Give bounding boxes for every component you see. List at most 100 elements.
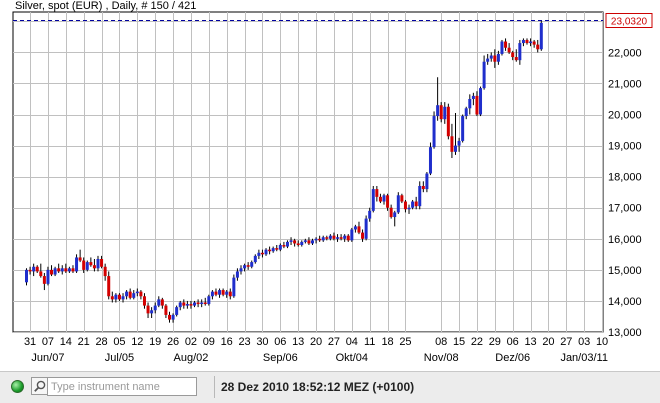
- x-tick-label: 13: [524, 336, 536, 348]
- instrument-search-input[interactable]: [47, 377, 197, 396]
- candle-down: [260, 252, 264, 255]
- status-datetime: 28 Dez 2010 18:52:12 MEZ (+0100): [221, 380, 415, 394]
- candle-up: [529, 41, 533, 44]
- x-tick-label: 19: [149, 336, 161, 348]
- candle-down: [439, 105, 443, 120]
- current-price-tag: [605, 13, 653, 28]
- candle-up: [253, 255, 257, 263]
- candle-up: [464, 108, 468, 117]
- x-tick-label: 02: [185, 336, 197, 348]
- candle-down: [361, 232, 365, 239]
- candle-up: [185, 304, 189, 306]
- candle-down: [196, 302, 200, 305]
- candle-down: [275, 248, 279, 250]
- candle-up: [518, 43, 522, 61]
- candle-down: [400, 195, 404, 202]
- candle-up: [479, 88, 483, 115]
- candle-up: [250, 262, 254, 267]
- candle-up: [482, 61, 486, 89]
- status-divider: [214, 376, 215, 398]
- candle-up: [285, 241, 289, 247]
- candle-up: [418, 185, 422, 207]
- candle-down: [139, 291, 143, 297]
- x-month-label: Jul/05: [105, 352, 134, 364]
- candle-up: [343, 235, 347, 239]
- candle-down: [221, 290, 225, 295]
- x-tick-label: 28: [95, 336, 107, 348]
- candle-down: [511, 52, 515, 58]
- candle-down: [64, 268, 68, 272]
- candle-up: [225, 291, 229, 295]
- candle-down: [403, 201, 407, 210]
- x-month-label: Jan/03/11: [560, 352, 608, 364]
- candle-up: [486, 58, 490, 62]
- candle-down: [532, 41, 536, 45]
- candle-down: [42, 276, 46, 284]
- candle-up: [239, 268, 243, 272]
- x-tick-label: 03: [578, 336, 590, 348]
- candle-down: [142, 296, 146, 306]
- candlestick-chart: 23,0320 13,000 14,000 15,000 16,000 17,000 18…: [12, 11, 653, 364]
- x-tick-label: 10: [596, 336, 608, 348]
- y-tick-label: 16,000: [608, 234, 642, 246]
- y-tick-label: 19,000: [608, 141, 642, 153]
- candle-down: [57, 268, 61, 272]
- candle-down: [296, 243, 300, 246]
- x-tick-label: 11: [364, 336, 375, 348]
- chart-title: Silver, spot (EUR) , Daily, # 150 / 421: [15, 0, 197, 12]
- x-tick-label: 13: [292, 336, 304, 348]
- candle-up: [96, 258, 100, 269]
- candle-up: [300, 241, 304, 246]
- candle-down: [92, 265, 96, 269]
- candle-up: [25, 269, 28, 283]
- x-tick-label: 04: [346, 336, 358, 348]
- candle-up: [53, 268, 57, 275]
- candle-up: [371, 189, 375, 211]
- candle-up: [132, 293, 136, 298]
- candle-down: [339, 237, 343, 239]
- x-tick-label: 06: [274, 336, 286, 348]
- candle-up: [243, 265, 247, 269]
- status-bar: 28 Dez 2010 18:52:12 MEZ (+0100): [0, 371, 660, 403]
- x-tick-label: 18: [381, 336, 393, 348]
- candle-down: [50, 269, 54, 275]
- x-tick-label: 12: [131, 336, 143, 348]
- candle-down: [189, 304, 193, 306]
- candle-up: [46, 269, 50, 284]
- candle-up: [67, 268, 71, 272]
- candle-up: [257, 252, 261, 256]
- candle-down: [203, 302, 207, 305]
- candle-up: [150, 310, 154, 314]
- candle-down: [375, 189, 379, 197]
- candle-up: [471, 95, 475, 99]
- candle-down: [103, 266, 107, 277]
- candle-up: [382, 195, 386, 202]
- candle-down: [128, 291, 132, 298]
- candle-up: [328, 235, 332, 239]
- candle-up: [454, 145, 457, 152]
- candle-down: [493, 55, 497, 62]
- candle-down: [89, 262, 93, 266]
- candle-up: [114, 294, 118, 300]
- connection-status-icon: [11, 380, 24, 393]
- x-tick-label: 26: [167, 336, 179, 348]
- candle-down: [168, 314, 171, 320]
- x-tick-label: 05: [113, 336, 125, 348]
- candle-up: [311, 240, 314, 244]
- candle-down: [421, 185, 425, 190]
- x-month-label: Jun/07: [31, 352, 64, 364]
- candle-up: [232, 277, 236, 297]
- candle-up: [264, 249, 268, 255]
- search-icon[interactable]: [31, 377, 48, 395]
- y-tick-label: 13,000: [608, 327, 642, 339]
- candle-up: [336, 237, 340, 239]
- candle-down: [504, 41, 508, 48]
- candle-up: [521, 39, 525, 44]
- candles: [25, 20, 543, 323]
- candle-down: [160, 299, 164, 306]
- x-tick-label: 09: [203, 336, 215, 348]
- candle-down: [378, 196, 382, 202]
- y-tick-label: 17,000: [608, 203, 642, 215]
- x-tick-label: 31: [24, 336, 36, 348]
- candle-down: [514, 57, 518, 61]
